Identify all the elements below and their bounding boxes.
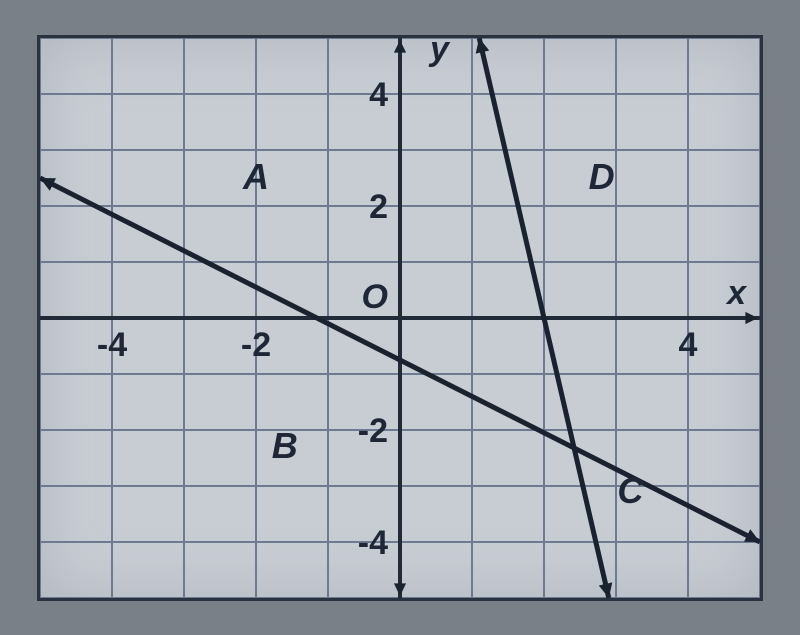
coordinate-grid-frame: -4 -2 4 4 2 -2 -4 A B C D y x O — [37, 35, 763, 601]
region-label-B: B — [272, 425, 298, 466]
region-label-C: C — [617, 469, 644, 510]
region-label-D: D — [589, 156, 615, 197]
region-labels: A B C D — [242, 156, 644, 511]
region-label-A: A — [242, 156, 269, 197]
svg-text:-2: -2 — [358, 412, 388, 450]
y-axis-label: y — [428, 38, 451, 68]
svg-text:-4: -4 — [97, 326, 127, 364]
x-axis-label: x — [725, 274, 748, 312]
svg-text:4: 4 — [679, 326, 698, 364]
graph-svg: -4 -2 4 4 2 -2 -4 A B C D y x O — [40, 38, 760, 598]
svg-text:-2: -2 — [241, 326, 271, 364]
svg-text:4: 4 — [369, 76, 388, 114]
origin-label: O — [362, 278, 388, 316]
axes — [40, 38, 760, 598]
svg-text:-4: -4 — [358, 524, 388, 562]
svg-text:2: 2 — [369, 188, 388, 226]
